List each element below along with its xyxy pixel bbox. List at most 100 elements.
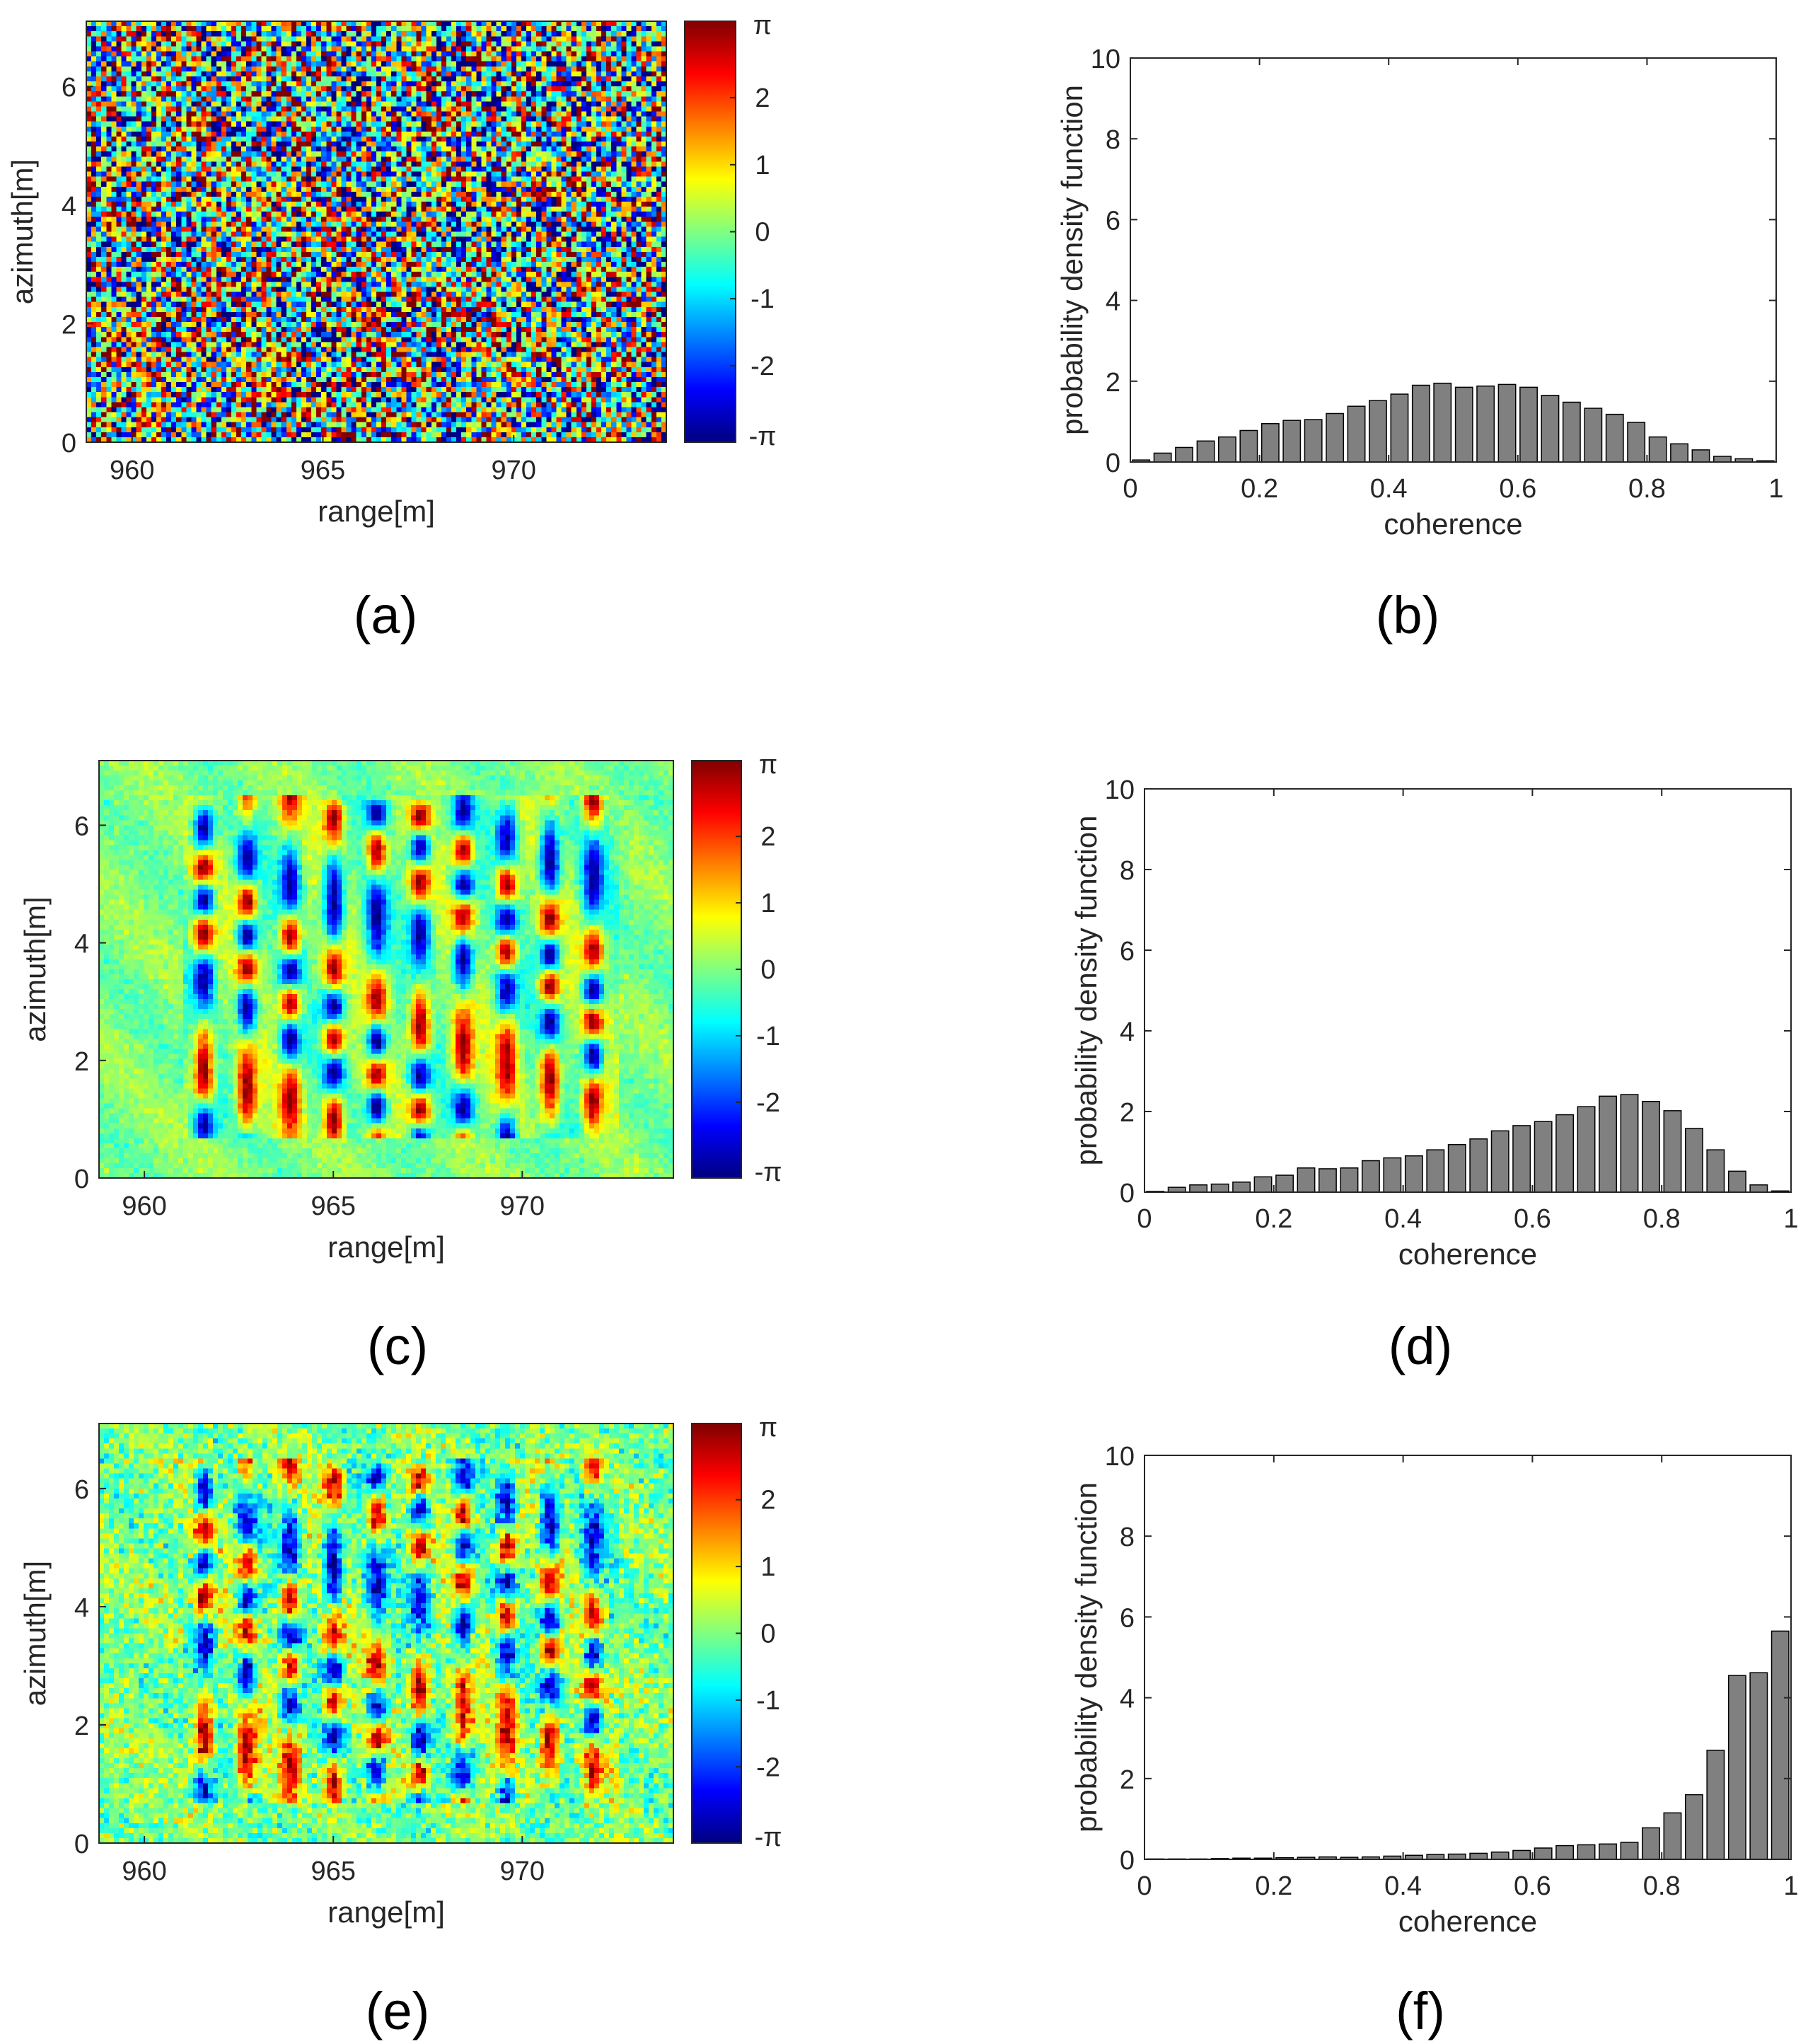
x-tick-label-d: 0 xyxy=(1137,1204,1152,1234)
panel-f-coherence-histogram: 0 0.2 0.4 0.6 0.8 10246810coherenceprobabilit… xyxy=(1070,1442,1799,1938)
histogram-bar-b xyxy=(1627,422,1646,463)
histogram-bar-d xyxy=(1383,1157,1402,1193)
colorbar-tick-label-e: π xyxy=(759,1413,777,1443)
y-tick-label-c: 4 xyxy=(74,930,89,959)
x-axis-label-b: coherence xyxy=(1384,507,1522,541)
histogram-bar-d xyxy=(1727,1170,1746,1193)
histogram-bar-b xyxy=(1691,449,1710,463)
histogram-bar-b xyxy=(1433,382,1452,463)
y-tick-label-a: 2 xyxy=(62,310,76,340)
y-tick-label-a: 0 xyxy=(62,429,76,458)
y-tick-label-f: 4 xyxy=(1120,1685,1135,1714)
x-tick-label-e: 965 xyxy=(311,1857,356,1886)
histogram-bar-f xyxy=(1727,1675,1746,1860)
histogram-bar-d xyxy=(1297,1167,1316,1193)
histogram-bar-f xyxy=(1749,1672,1768,1860)
histogram-bar-d xyxy=(1404,1155,1423,1193)
x-axis-label-c: range[m] xyxy=(328,1230,445,1264)
y-tick-label-b: 2 xyxy=(1106,368,1120,398)
caption-e: (e) xyxy=(366,1982,429,2040)
colorbar-e xyxy=(691,1423,742,1844)
x-axis-label-e: range[m] xyxy=(328,1895,445,1929)
panel-b-coherence-histogram: 0 0.2 0.4 0.6 0.8 10246810coherenceprobabilit… xyxy=(1055,45,1784,541)
y-tick-label-b: 0 xyxy=(1106,449,1120,478)
histogram-bar-b xyxy=(1326,412,1345,463)
y-tick-label-e: 4 xyxy=(74,1593,89,1623)
x-tick-label-e: 960 xyxy=(122,1857,166,1886)
histogram-bar-f xyxy=(1684,1794,1703,1860)
histogram-bar-b xyxy=(1218,436,1236,463)
y-tick-label-c: 2 xyxy=(74,1047,89,1077)
x-tick-label-d: 1 xyxy=(1783,1204,1798,1234)
y-tick-label-b: 10 xyxy=(1091,45,1120,74)
y-tick-label-a: 4 xyxy=(62,192,76,221)
histogram-bar-f xyxy=(1426,1854,1445,1860)
x-axis-label-d: coherence xyxy=(1398,1237,1537,1271)
histogram-bar-f xyxy=(1599,1843,1618,1860)
histogram-bar-d xyxy=(1749,1184,1768,1193)
y-axis-label-f: probability density function xyxy=(1070,1482,1103,1832)
histogram-bar-b xyxy=(1584,408,1603,463)
histogram-bar-f xyxy=(1641,1827,1660,1860)
histogram-bar-d xyxy=(1361,1160,1380,1193)
colorbar-tick-label-a: -π xyxy=(749,422,777,451)
x-tick-label-f: 0.8 xyxy=(1643,1871,1681,1901)
colorbar-tick-label-a: π xyxy=(753,11,772,40)
colorbar-tick-label-c: 1 xyxy=(760,889,775,918)
histogram-bar-d xyxy=(1512,1125,1531,1193)
y-axis-label-d: probability density function xyxy=(1070,816,1103,1166)
x-axis-label-a: range[m] xyxy=(318,495,435,528)
histogram-bar-b xyxy=(1239,429,1258,463)
y-tick-label-e: 6 xyxy=(74,1475,89,1505)
histogram-bar-b xyxy=(1261,423,1280,463)
histogram-bar-f xyxy=(1706,1750,1725,1860)
y-tick-label-b: 4 xyxy=(1106,287,1120,317)
histogram-bar-f xyxy=(1490,1851,1509,1860)
x-tick-label-b: 0 xyxy=(1123,474,1137,504)
histogram-bar-d xyxy=(1318,1168,1337,1193)
phase-map-e xyxy=(99,1424,673,1843)
histogram-bar-f xyxy=(1469,1852,1488,1860)
colorbar-tick-label-a: -2 xyxy=(751,352,775,381)
histogram-bar-b xyxy=(1713,456,1732,463)
y-tick-label-d: 2 xyxy=(1120,1098,1135,1128)
colorbar-tick-label-c: -1 xyxy=(756,1022,780,1051)
colorbar-c xyxy=(691,760,742,1179)
histogram-bar-b xyxy=(1304,419,1323,463)
histogram-bar-b xyxy=(1670,443,1688,463)
histogram-bar-b xyxy=(1369,400,1387,463)
histogram-bar-d xyxy=(1232,1182,1251,1193)
y-tick-label-b: 6 xyxy=(1106,206,1120,236)
plot-frame-e xyxy=(98,1423,674,1844)
x-tick-label-b: 0.6 xyxy=(1499,474,1536,504)
x-tick-label-d: 0.8 xyxy=(1643,1204,1681,1234)
panel-a-phase-map: 960 965 970 0 2 4 6 range[m] azimuth[m] -π -2 -1 0 1 2… xyxy=(6,11,776,528)
plot-frame-f xyxy=(1144,1455,1792,1860)
histogram-bar-d xyxy=(1210,1183,1229,1193)
histogram-bar-b xyxy=(1605,413,1624,463)
caption-a: (a) xyxy=(354,586,417,645)
y-axis-label-c: azimuth[m] xyxy=(18,896,52,1041)
histogram-bar-d xyxy=(1469,1138,1488,1193)
colorbar-tick-label-e: -π xyxy=(755,1823,782,1852)
y-axis-label-e: azimuth[m] xyxy=(18,1561,52,1706)
histogram-bar-d xyxy=(1490,1130,1509,1193)
histogram-bar-d xyxy=(1599,1095,1618,1193)
histogram-bar-b xyxy=(1411,384,1430,463)
x-tick-label-a: 960 xyxy=(110,456,154,485)
histogram-bar-f xyxy=(1771,1630,1790,1860)
histogram-bar-d xyxy=(1641,1101,1660,1193)
x-tick-label-c: 965 xyxy=(311,1191,356,1221)
colorbar-tick-label-a: -1 xyxy=(751,284,775,314)
histogram-bar-f xyxy=(1512,1849,1531,1860)
histogram-bar-f xyxy=(1534,1847,1553,1860)
histogram-bar-b xyxy=(1282,420,1302,463)
plot-frame-c xyxy=(98,760,674,1179)
histogram-bar-d xyxy=(1684,1128,1703,1193)
y-tick-label-d: 6 xyxy=(1120,937,1135,966)
y-axis-label-a: azimuth[m] xyxy=(6,159,39,304)
x-tick-label-b: 0.4 xyxy=(1370,474,1408,504)
histogram-bar-f xyxy=(1620,1842,1639,1860)
histogram-bar-b xyxy=(1476,385,1495,463)
histogram-bar-d xyxy=(1706,1149,1725,1193)
